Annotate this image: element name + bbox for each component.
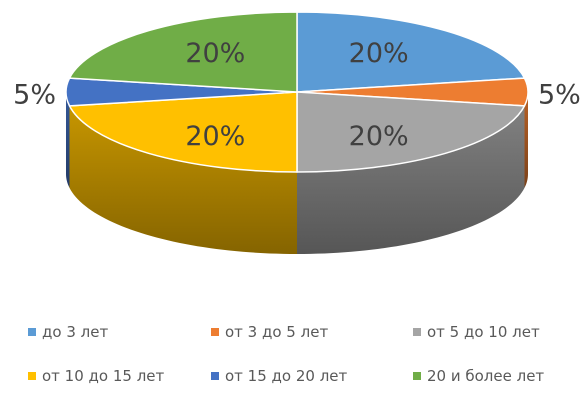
pie-slice-3	[296, 91, 526, 173]
legend-swatch	[413, 328, 421, 336]
pie-side-5	[66, 92, 70, 188]
legend-swatch	[211, 328, 219, 336]
chart-legend: до 3 лет от 3 до 5 лет от 5 до 10 лет от 10…	[0, 316, 587, 396]
legend-label: от 3 до 5 лет	[225, 323, 329, 341]
data-label-1: 20%	[349, 38, 409, 69]
pie-side-2	[524, 92, 528, 188]
legend-item-6: 20 и более лет	[413, 366, 544, 386]
legend-swatch	[28, 372, 36, 380]
legend-swatch	[211, 372, 219, 380]
pie-side-4	[69, 105, 297, 254]
legend-label: до 3 лет	[42, 323, 109, 341]
data-label-4: 20%	[185, 121, 245, 152]
pie-slice-1	[296, 11, 526, 93]
legend-item-1: до 3 лет	[28, 322, 108, 342]
legend-item-3: от 5 до 10 лет	[413, 322, 540, 342]
legend-label: от 10 до 15 лет	[42, 367, 165, 385]
data-label-6: 20%	[185, 38, 245, 69]
legend-label: от 15 до 20 лет	[225, 367, 348, 385]
legend-swatch	[413, 372, 421, 380]
data-label-3: 20%	[349, 121, 409, 152]
legend-item-2: от 3 до 5 лет	[211, 322, 328, 342]
legend-label: от 5 до 10 лет	[427, 323, 540, 341]
legend-item-5: от 15 до 20 лет	[211, 366, 347, 386]
legend-label: 20 и более лет	[427, 367, 545, 385]
legend-swatch	[28, 328, 36, 336]
data-label-2: 5%	[538, 80, 581, 111]
data-label-5: 5%	[13, 80, 56, 111]
pie-side-3	[297, 105, 525, 254]
legend-item-4: от 10 до 15 лет	[28, 366, 164, 386]
pie-slice-4	[68, 91, 298, 173]
pie-slice-6	[68, 11, 298, 93]
